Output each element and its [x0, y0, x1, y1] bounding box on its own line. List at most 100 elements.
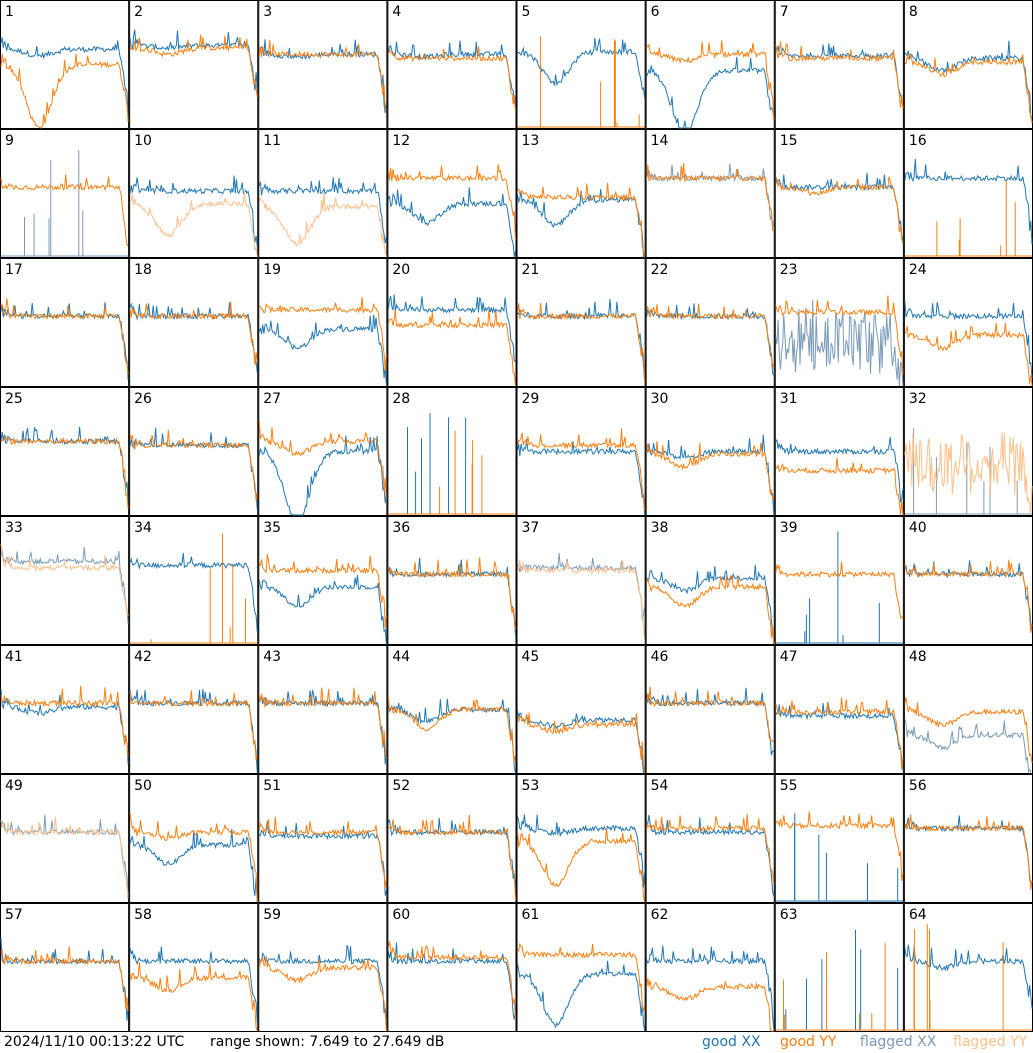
panel-frame: [129, 903, 259, 1032]
panel-label: 36: [392, 520, 410, 536]
panel-frame: [387, 0, 517, 129]
legend-good-yy: good YY: [780, 1034, 837, 1050]
panel-label: 41: [5, 649, 23, 665]
series-xx-line: [387, 942, 516, 1020]
series-xx-line: [0, 37, 129, 119]
panel-label: 49: [5, 778, 23, 794]
series-yy-line: [646, 303, 775, 369]
panel-frame: [129, 258, 259, 387]
series-xx-line: [775, 437, 904, 503]
series-yy-line: [904, 53, 1033, 123]
panel-frame: [774, 903, 904, 1032]
panel-33: 33: [0, 516, 130, 645]
series-yy-line: [388, 430, 516, 515]
panel-62: 62: [645, 903, 775, 1032]
series-yy-line: [517, 428, 646, 511]
panel-label: 16: [909, 133, 927, 149]
series-yy-line: [517, 303, 646, 384]
series-yy-line: [517, 942, 646, 1012]
panel-label: 21: [522, 262, 540, 278]
panel-label: 6: [651, 4, 660, 20]
series-yy-line: [775, 811, 904, 881]
panel-label: 34: [134, 520, 152, 536]
panel-36: 36: [387, 516, 517, 645]
panel-42: 42: [129, 645, 259, 774]
series-xx-line: [517, 438, 646, 516]
panel-frame: [0, 129, 130, 258]
timestamp: 2024/11/10 00:13:22 UTC: [4, 1034, 185, 1050]
series-yy-line: [646, 574, 775, 645]
series-yy-line: [904, 814, 1033, 890]
series-yy-line: [258, 420, 387, 500]
panel-frame: [0, 516, 130, 645]
panel-frame: [645, 903, 775, 1032]
series-xx-line: [387, 187, 516, 258]
series-yy-line: [387, 941, 516, 1020]
panel-18: 18: [129, 258, 259, 387]
series-yy-line: [904, 323, 1033, 387]
panel-frame: [129, 387, 259, 516]
panel-51: 51: [258, 774, 388, 903]
series-xx-line: [775, 701, 904, 770]
series-xx-line: [517, 38, 646, 99]
panel-frame: [129, 516, 259, 645]
series-yy-line: [0, 298, 129, 375]
series-xx-line: [1, 150, 129, 257]
panel-label: 61: [522, 907, 540, 923]
series-yy-line: [129, 429, 258, 501]
panel-35: 35: [258, 516, 388, 645]
series-xx-line: [904, 718, 1032, 774]
panel-frame: [645, 258, 775, 387]
series-yy-line: [904, 432, 1033, 516]
series-xx-line: [0, 427, 129, 503]
series-xx-line: [517, 710, 646, 773]
series-yy-line: [646, 686, 774, 742]
series-xx-line: [258, 574, 387, 645]
panel-frame: [516, 645, 646, 774]
series-xx-line: [0, 814, 129, 899]
series-yy-line: [258, 687, 387, 759]
panel-frame: [903, 516, 1033, 645]
panel-53: 53: [516, 774, 646, 903]
panel-label: 54: [651, 778, 669, 794]
panel-63: 63: [774, 903, 904, 1032]
panel-41: 41: [0, 645, 130, 774]
series-yy-line: [129, 191, 258, 258]
panel-label: 8: [909, 4, 918, 20]
panel-label: 37: [522, 520, 540, 536]
panel-label: 63: [780, 907, 798, 923]
series-yy-line: [258, 553, 387, 628]
series-yy-line: [0, 816, 129, 896]
panel-58: 58: [129, 903, 259, 1032]
panel-49: 49: [0, 774, 130, 903]
panel-label: 52: [392, 778, 410, 794]
panel-frame: [516, 0, 646, 129]
panel-label: 44: [392, 649, 410, 665]
legend-good-xx: good XX: [702, 1034, 761, 1050]
series-xx-line: [517, 814, 646, 888]
panel-48: 48: [903, 645, 1033, 774]
series-xx-line: [258, 177, 387, 244]
series-yy-line: [258, 816, 387, 888]
panel-label: 23: [780, 262, 798, 278]
series-yy-line: [0, 543, 129, 617]
panel-frame: [645, 516, 775, 645]
panel-label: 11: [263, 133, 281, 149]
panel-label: 64: [909, 907, 927, 923]
series-yy-line: [904, 923, 1032, 1031]
series-yy-line: [646, 163, 775, 232]
panel-label: 58: [134, 907, 152, 923]
series-yy-line: [130, 533, 258, 644]
panel-label: 10: [134, 133, 152, 149]
panel-frame: [903, 258, 1033, 387]
series-xx-line: [129, 175, 258, 247]
panel-29: 29: [516, 387, 646, 516]
panel-label: 20: [392, 262, 410, 278]
series-yy-line: [775, 561, 904, 619]
panel-label: 45: [522, 649, 540, 665]
panel-46: 46: [645, 645, 775, 774]
panel-4: 4: [387, 0, 517, 129]
panel-label: 24: [909, 262, 927, 278]
series-yy-line: [0, 174, 129, 247]
series-yy-line: [0, 685, 129, 757]
